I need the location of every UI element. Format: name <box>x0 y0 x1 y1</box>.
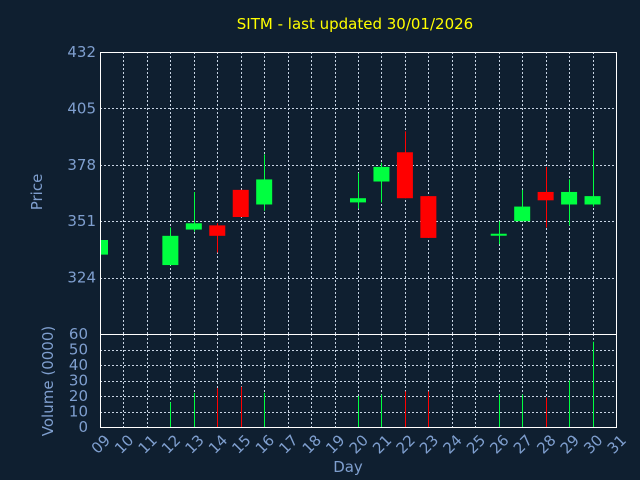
candle-body-27 <box>514 206 531 222</box>
price-axis-label: Price <box>28 174 46 211</box>
x-tick-12: 12 <box>158 431 184 457</box>
candle-body-13 <box>185 223 202 230</box>
x-tick-27: 27 <box>510 431 536 457</box>
x-tick-23: 23 <box>416 431 442 457</box>
x-tick-15: 15 <box>228 431 254 457</box>
x-tick-30: 30 <box>580 431 606 457</box>
candle-body-09 <box>100 240 108 255</box>
candle-body-21 <box>373 166 390 182</box>
volume-axis-label: Volume (0000) <box>39 326 57 436</box>
x-tick-18: 18 <box>299 431 325 457</box>
volume-tick-30: 30 <box>69 372 88 390</box>
x-tick-29: 29 <box>557 431 583 457</box>
price-tick-378: 378 <box>67 156 96 174</box>
volume-panel-frame <box>100 334 617 428</box>
candle-body-23 <box>420 196 437 238</box>
x-tick-26: 26 <box>486 431 512 457</box>
candle-body-29 <box>561 191 578 205</box>
x-tick-10: 10 <box>111 431 137 457</box>
x-tick-16: 16 <box>252 431 278 457</box>
x-tick-19: 19 <box>322 431 348 457</box>
candle-body-14 <box>209 225 226 236</box>
x-tick-24: 24 <box>439 431 465 457</box>
x-tick-09: 09 <box>88 431 114 457</box>
volume-tick-50: 50 <box>69 341 88 359</box>
x-tick-31: 31 <box>604 431 630 457</box>
price-tick-432: 432 <box>67 43 96 61</box>
price-tick-351: 351 <box>67 212 96 230</box>
plot-frames <box>100 52 617 428</box>
volume-tick-60: 60 <box>69 325 88 343</box>
volume-tick-10: 10 <box>69 403 88 421</box>
volume-tick-20: 20 <box>69 387 88 405</box>
x-tick-20: 20 <box>346 431 372 457</box>
x-tick-14: 14 <box>205 431 231 457</box>
candle-body-22 <box>396 152 413 199</box>
price-tick-324: 324 <box>67 269 96 287</box>
x-tick-28: 28 <box>533 431 559 457</box>
x-tick-11: 11 <box>135 431 161 457</box>
candle-body-30 <box>584 196 601 205</box>
volume-tick-40: 40 <box>69 356 88 374</box>
x-tick-22: 22 <box>393 431 419 457</box>
candle-body-15 <box>232 189 249 218</box>
x-tick-17: 17 <box>275 431 301 457</box>
candle-body-28 <box>537 191 554 201</box>
volume-bars <box>170 341 594 427</box>
x-tick-21: 21 <box>369 431 395 457</box>
chart-title: SITM - last updated 30/01/2026 <box>237 15 473 33</box>
price-tick-405: 405 <box>67 99 96 117</box>
candle-body-20 <box>350 198 366 203</box>
x-tick-labels: 0910111213141516171819202122232425262728… <box>88 431 630 457</box>
x-tick-25: 25 <box>463 431 489 457</box>
candle-body-12 <box>162 235 179 266</box>
candle-body-16 <box>256 179 273 205</box>
x-tick-13: 13 <box>181 431 207 457</box>
candle-body-26 <box>490 233 507 236</box>
volume-tick-0: 0 <box>78 418 88 436</box>
price-candles <box>100 131 601 266</box>
x-axis-label: Day <box>333 458 363 476</box>
